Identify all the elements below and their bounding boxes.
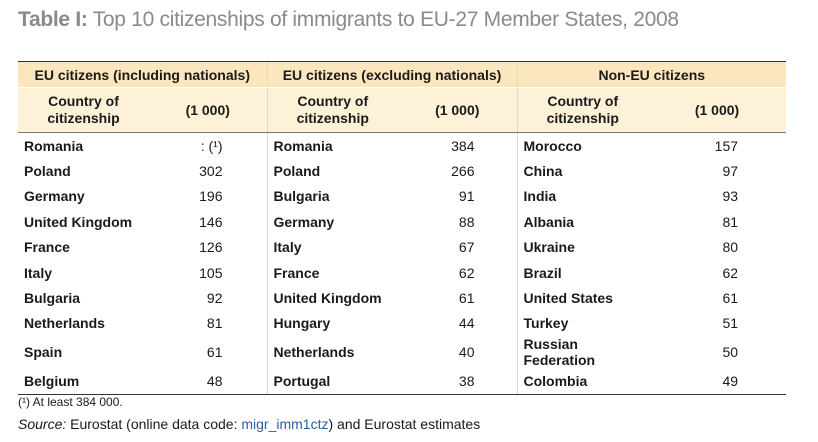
- value-cell: 146: [199, 213, 223, 230]
- table-row: Bulgaria 92 United Kingdom 61 United Sta…: [18, 285, 786, 311]
- value-cell: 105: [199, 264, 223, 281]
- table-row: Italy 105 France 62 Brazil 62: [18, 259, 786, 286]
- country-cell: France: [266, 259, 398, 286]
- value-cell: 81: [206, 315, 223, 332]
- value-cell: 157: [714, 137, 739, 154]
- column-header-country: Country of citizenship: [516, 87, 648, 133]
- value-cell: 302: [199, 163, 223, 180]
- country-cell: France: [24, 239, 70, 256]
- value-cell: 92: [206, 290, 223, 307]
- column-header-country: Country of citizenship: [266, 87, 398, 133]
- country-cell: Bulgaria: [24, 290, 81, 307]
- value-cell: 51: [722, 315, 739, 332]
- value-cell: 384: [451, 137, 475, 154]
- table-row: Belgium 48 Portugal 38 Colombia 49: [18, 368, 787, 395]
- country-cell: Italy: [24, 264, 53, 281]
- country-cell: Netherlands: [266, 336, 398, 369]
- country-cell: China: [516, 158, 648, 184]
- country-cell: Romania: [24, 137, 84, 154]
- source-text-post: ) and Eurostat estimates: [328, 416, 481, 432]
- value-cell: 61: [722, 290, 739, 307]
- value-cell: 62: [722, 264, 739, 281]
- country-cell: Morocco: [516, 132, 648, 159]
- source-code-link[interactable]: migr_imm1ctz: [241, 416, 329, 432]
- column-header-unit: (1 000): [149, 87, 267, 133]
- country-cell: Germany: [24, 188, 85, 205]
- group-header-eu-excl: EU citizens (excluding nationals): [266, 61, 517, 88]
- value-cell: 126: [199, 239, 223, 256]
- table-title: Table I: Top 10 citizenships of immigran…: [18, 8, 679, 32]
- country-cell: India: [516, 183, 648, 210]
- footnote: (¹) At least 384 000.: [18, 395, 123, 409]
- country-cell: Spain: [24, 344, 63, 361]
- table-row: Spain 61 Netherlands 40 Russian Federati…: [18, 336, 786, 369]
- group-header-non-eu: Non-EU citizens: [516, 61, 787, 88]
- citizenship-table: EU citizens (including nationals) EU cit…: [18, 61, 787, 395]
- country-cell: United States: [516, 285, 648, 311]
- value-cell: 91: [458, 188, 475, 205]
- value-cell: 48: [149, 368, 267, 395]
- country-cell: Poland: [24, 163, 71, 180]
- value-cell: 97: [722, 163, 739, 180]
- table-row: United Kingdom 146 Germany 88 Albania 81: [18, 209, 786, 235]
- value-cell: 81: [722, 213, 739, 230]
- country-cell: Germany: [266, 209, 398, 235]
- group-header-row: EU citizens (including nationals) EU cit…: [18, 61, 787, 88]
- country-cell: Portugal: [266, 368, 398, 395]
- value-cell: 38: [398, 368, 517, 395]
- country-cell: Hungary: [266, 310, 398, 337]
- value-cell: 93: [722, 188, 739, 205]
- table-row: Poland 302 Poland 266 China 97: [18, 158, 786, 184]
- column-header-country: Country of citizenship: [18, 87, 149, 133]
- country-cell: United Kingdom: [266, 285, 398, 311]
- source-note: Source: Eurostat (online data code: migr…: [18, 416, 480, 432]
- value-cell: 62: [458, 264, 475, 281]
- country-cell: Brazil: [516, 259, 648, 286]
- value-cell: 80: [722, 239, 739, 256]
- country-cell: Italy: [266, 234, 398, 260]
- country-cell: Colombia: [516, 368, 648, 395]
- country-cell: Netherlands: [24, 315, 105, 332]
- group-header-eu-incl: EU citizens (including nationals): [18, 61, 267, 88]
- country-cell: Ukraine: [516, 234, 648, 260]
- table-title-text: Top 10 citizenships of immigrants to EU-…: [92, 8, 679, 31]
- value-cell: 196: [199, 188, 223, 205]
- column-header-unit: (1 000): [648, 87, 787, 133]
- source-text-pre: Eurostat (online data code:: [66, 416, 242, 432]
- value-cell: 88: [458, 213, 475, 230]
- value-cell: 50: [722, 344, 739, 361]
- table-row: Netherlands 81 Hungary 44 Turkey 51: [18, 310, 786, 337]
- country-cell: Bulgaria: [266, 183, 398, 210]
- value-cell: 266: [451, 163, 475, 180]
- value-cell: 61: [458, 290, 475, 307]
- column-header-unit: (1 000): [398, 87, 517, 133]
- country-cell: Poland: [266, 158, 398, 184]
- country-cell: Russian Federation: [516, 336, 648, 369]
- value-cell: 40: [458, 344, 475, 361]
- table-row: Romania : (¹) Romania 384 Morocco 157: [18, 132, 786, 159]
- table-body: Romania : (¹) Romania 384 Morocco 157 Po…: [18, 132, 787, 395]
- value-cell: 61: [206, 344, 223, 361]
- country-cell: United Kingdom: [24, 213, 133, 230]
- value-cell: 49: [648, 368, 787, 395]
- country-cell: Albania: [516, 209, 648, 235]
- country-cell: Romania: [266, 132, 398, 159]
- table-row: France 126 Italy 67 Ukraine 80: [18, 234, 786, 260]
- table-row: Germany 196 Bulgaria 91 India 93: [18, 183, 786, 210]
- value-cell: : (¹): [200, 137, 223, 154]
- value-cell: 67: [458, 239, 475, 256]
- table-title-prefix: Table I:: [18, 8, 88, 31]
- value-cell: 44: [458, 315, 475, 332]
- source-label: Source:: [18, 416, 67, 432]
- sub-header-row: Country of citizenship (1 000) Country o…: [18, 87, 787, 133]
- country-cell: Turkey: [516, 310, 648, 337]
- country-cell: Belgium: [18, 368, 149, 395]
